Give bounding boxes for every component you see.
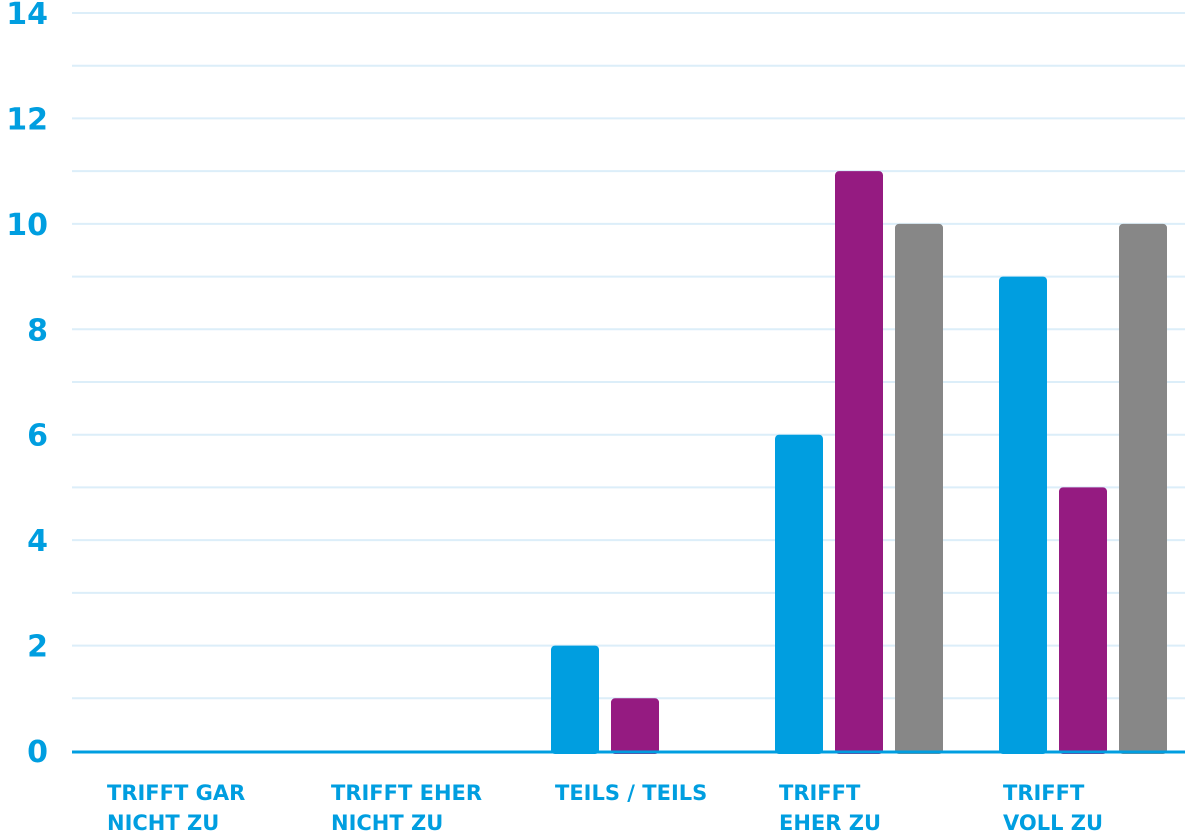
bar-series-2-category-3 [611, 698, 659, 754]
x-tick-label-line: TRIFFT [1003, 781, 1085, 805]
x-tick-label: TRIFFT GAR NICHT ZU [107, 781, 245, 835]
x-axis-ticks: TRIFFT GAR NICHT ZU TRIFFT EHER NICHT ZU TEI… [107, 781, 1103, 835]
x-tick-label-line: NICHT ZU [107, 811, 219, 835]
y-tick-label: 8 [27, 313, 48, 348]
bar-series-1-category-4 [775, 434, 823, 754]
y-tick-label: 2 [27, 630, 48, 665]
bar-series-1-category-3 [551, 645, 599, 754]
x-tick-label: TRIFFT VOLL ZU [1003, 781, 1103, 835]
y-tick-label: 14 [6, 0, 48, 32]
y-axis-ticks: 0 2 4 6 8 10 12 14 [6, 0, 48, 770]
bar-series-1-category-5 [999, 276, 1047, 754]
bar-series-3-category-5 [1119, 223, 1167, 754]
x-tick-label-line: NICHT ZU [331, 811, 443, 835]
y-tick-label: 4 [27, 524, 48, 559]
y-tick-label: 12 [6, 102, 48, 137]
x-tick-label-line: TEILS / TEILS [555, 781, 707, 805]
x-tick-label-line: TRIFFT GAR [107, 781, 245, 805]
bar-series-2-category-4 [835, 171, 883, 755]
x-tick-label: TRIFFT EHER NICHT ZU [331, 781, 482, 835]
x-tick-label-line: TRIFFT [779, 781, 861, 805]
x-tick-label: TEILS / TEILS [555, 781, 707, 805]
bar-series-3-category-4 [895, 223, 943, 754]
x-tick-label: TRIFFT EHER ZU [779, 781, 881, 835]
bar-series-2-category-5 [1059, 487, 1107, 754]
y-tick-label: 0 [27, 735, 48, 770]
x-tick-label-line: EHER ZU [779, 811, 881, 835]
gridlines [72, 12, 1185, 700]
y-tick-label: 6 [27, 419, 48, 454]
x-tick-label-line: TRIFFT EHER [331, 781, 482, 805]
y-tick-label: 10 [6, 208, 48, 243]
x-tick-label-line: VOLL ZU [1003, 811, 1103, 835]
bars [551, 171, 1167, 755]
